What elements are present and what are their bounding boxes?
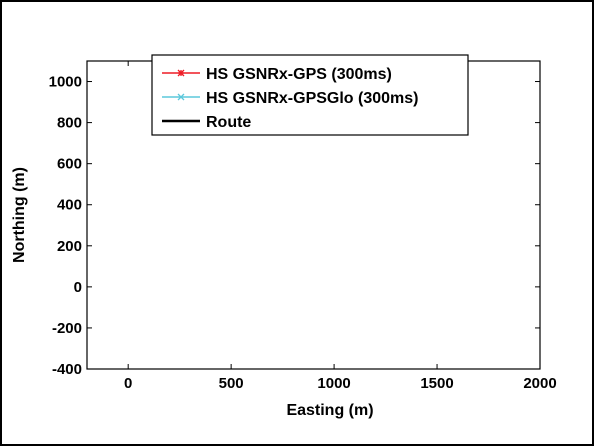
legend-item: HS GSNRx-GPS (300ms) (162, 66, 392, 83)
y-tick-label: 0 (74, 279, 82, 296)
legend-marker (177, 69, 185, 77)
y-axis-title: Northing (m) (11, 167, 28, 263)
y-tick-label: -200 (52, 320, 82, 337)
legend-box (151, 54, 469, 136)
legend-item: Route (162, 114, 251, 131)
legend-item: HS GSNRx-GPSGlo (300ms) (162, 90, 419, 107)
legend-label: Route (206, 114, 251, 131)
x-axis-title: Easting (m) (286, 402, 373, 419)
x-tick-label: 0 (124, 375, 132, 392)
legend-marker (177, 93, 185, 101)
x-tick-label: 1500 (420, 375, 453, 392)
legend-label: HS GSNRx-GPSGlo (300ms) (206, 90, 419, 107)
legend-label: HS GSNRx-GPS (300ms) (206, 66, 392, 83)
x-tick-label: 2000 (523, 375, 556, 392)
y-tick-label: 800 (57, 115, 82, 132)
x-tick-label: 500 (219, 375, 244, 392)
x-tick-label: 1000 (317, 375, 350, 392)
y-tick-label: 200 (57, 238, 82, 255)
y-tick-label: 1000 (49, 74, 82, 91)
y-tick-label: -400 (52, 361, 82, 378)
y-tick-label: 400 (57, 197, 82, 214)
y-tick-label: 600 (57, 156, 82, 173)
